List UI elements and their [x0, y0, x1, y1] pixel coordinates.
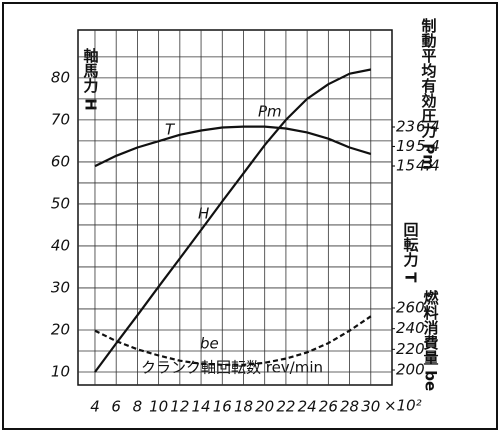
annotation: Pm — [258, 103, 282, 121]
y4-tick-label: 200 — [396, 361, 425, 379]
y4-tick-label: 220 — [396, 340, 425, 358]
y-tick-label: 70 — [51, 110, 70, 128]
y4-axis-title: 燃料消費量 be — [422, 289, 440, 391]
plot-frame — [77, 29, 393, 386]
y4-tick-label: 260 — [396, 299, 425, 317]
y-tick-label: 10 — [51, 362, 70, 380]
x-unit: ×10² — [384, 397, 422, 415]
x-tick-label: 12 — [170, 398, 189, 416]
x-tick-label: 10 — [149, 398, 168, 416]
x-tick-label: 20 — [255, 398, 274, 416]
x-tick-label: 8 — [133, 398, 143, 416]
y-tick-label: 30 — [51, 278, 70, 296]
x-tick-label: 14 — [192, 398, 211, 416]
annotation: T — [165, 121, 176, 139]
y2-tick-label: 19 — [396, 137, 415, 155]
x-tick-label: 24 — [298, 398, 317, 416]
series-line — [94, 315, 372, 366]
x-tick-label: 28 — [340, 398, 359, 416]
x-tick-label: 18 — [234, 398, 253, 416]
y-tick-label: 60 — [51, 152, 70, 170]
x-tick-label: 30 — [361, 398, 380, 416]
y-tick-label: 40 — [51, 236, 70, 254]
y2-tick-label: 23 — [396, 118, 415, 136]
y2-tick-label: 15 — [396, 157, 415, 175]
series-line — [94, 125, 372, 168]
x-tick-label: 6 — [111, 398, 121, 416]
y-tick-label: 50 — [51, 194, 70, 212]
x-tick-label: 26 — [319, 398, 338, 416]
y-tick-label: 20 — [51, 320, 70, 338]
y3-tick-label: 4.4 — [416, 156, 440, 174]
annotation: be — [200, 335, 219, 353]
x-axis-title: クランク軸回転数 rev/min — [141, 359, 323, 377]
x-tick-label: 4 — [90, 398, 100, 416]
y3-axis-title: 制動平均有効圧力 Pm — [420, 17, 438, 170]
series-line — [94, 68, 372, 373]
y3-tick-label: 6.4 — [416, 117, 440, 135]
y-tick-label: 80 — [51, 68, 70, 86]
x-tick-label: 22 — [276, 398, 295, 416]
y2-axis-title: 回転力 T — [402, 222, 420, 283]
y4-tick-label: 240 — [396, 319, 425, 337]
annotation: H — [198, 205, 209, 223]
y3-tick-label: 5.4 — [416, 137, 440, 155]
x-tick-label: 16 — [213, 398, 232, 416]
